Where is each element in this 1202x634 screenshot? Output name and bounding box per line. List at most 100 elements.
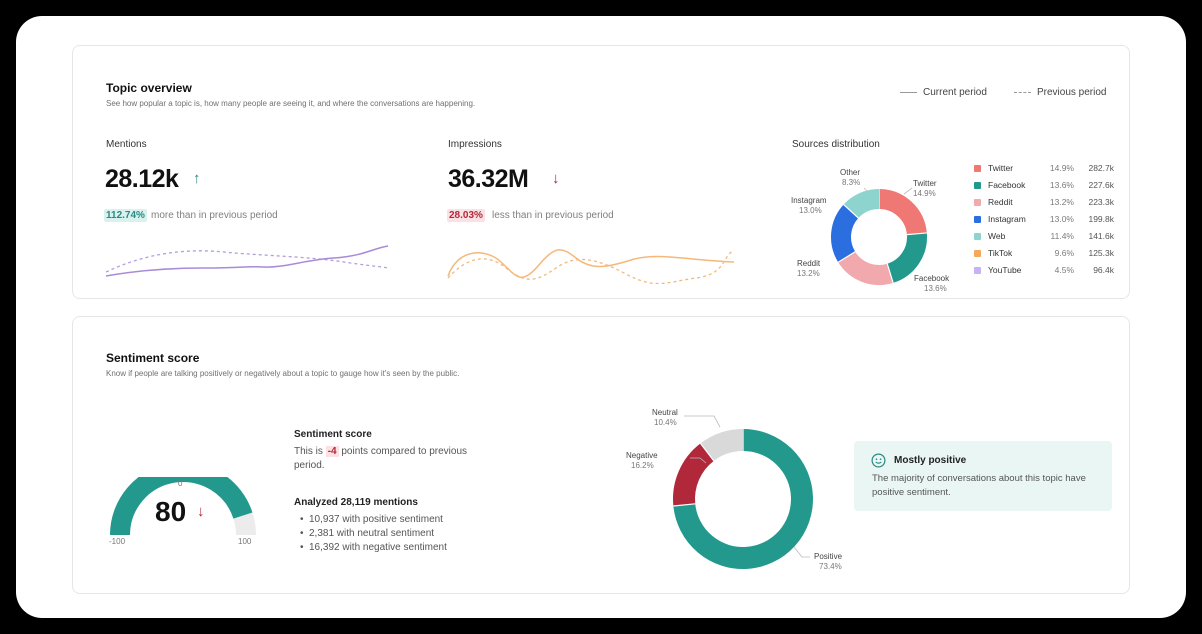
source-name: Facebook — [988, 180, 1026, 190]
source-percent: 14.9% — [1049, 163, 1074, 173]
donut-leader-lines — [863, 187, 913, 195]
callout-body: The majority of conversations about this… — [872, 473, 1086, 498]
impressions-label: Impressions — [448, 139, 502, 150]
sent-label-neutral: Neutral 10.4% — [652, 408, 678, 427]
source-name: Reddit — [988, 197, 1013, 207]
legend-current-period: Current period — [900, 87, 987, 98]
sent-label-positive: Positive 73.4% — [814, 552, 843, 571]
source-percent: 13.6% — [1049, 180, 1074, 190]
score-heading: Sentiment score — [294, 429, 372, 440]
mentions-sparkline — [105, 245, 389, 277]
source-percent: 9.6% — [1054, 248, 1074, 258]
sentiment-title: Sentiment score — [106, 351, 200, 365]
mentions-change-badge: 112.74% — [104, 209, 147, 222]
sources-label: Sources distribution — [792, 139, 880, 150]
donut-slice-positive — [673, 429, 813, 569]
legend-swatch — [974, 250, 981, 257]
gauge-fill — [110, 477, 253, 536]
sentiment-score-value: 80 — [155, 496, 187, 527]
gauge-max-label: 100 — [238, 537, 252, 546]
source-count: 223.3k — [1088, 197, 1114, 207]
source-row-tiktok: TikTok 9.6% 125.3k — [974, 248, 1114, 260]
source-count: 282.7k — [1088, 163, 1114, 173]
mentions-label: Mentions — [106, 139, 147, 150]
legend-swatch — [974, 233, 981, 240]
source-name: Web — [988, 231, 1006, 241]
legend-current-label: Current period — [923, 87, 987, 98]
score-description: This is -4 points compared to previous p… — [294, 446, 467, 471]
arrow-down-icon: ↓ — [197, 503, 205, 520]
bullet-positive: 10,937 with positive sentiment — [300, 514, 443, 525]
arrow-down-icon: ↓ — [552, 170, 560, 187]
donut-slice-twitter — [878, 189, 927, 236]
source-name: Instagram — [988, 214, 1026, 224]
sources-donut-chart — [831, 189, 927, 285]
bullet-neutral: 2,381 with neutral sentiment — [300, 528, 434, 539]
legend-swatch — [974, 165, 981, 172]
legend-previous-label: Previous period — [1037, 87, 1107, 98]
impressions-value: 36.32M — [448, 165, 529, 193]
gauge-min-label: -100 — [109, 537, 126, 546]
source-percent: 13.2% — [1049, 197, 1074, 207]
donut-slice-other — [843, 189, 880, 219]
source-row-twitter: Twitter 14.9% 282.7k — [974, 163, 1114, 175]
impressions-current-line — [447, 249, 735, 278]
source-percent: 11.4% — [1050, 231, 1074, 241]
sent-leader-lines — [684, 415, 810, 558]
donut-slice-facebook — [886, 232, 927, 283]
donut-label-twitter: Twitter 14.9% — [913, 179, 937, 198]
impressions-sparkline — [447, 249, 735, 284]
donut-label-other: Other 8.3% — [840, 168, 861, 187]
analyzed-heading: Analyzed 28,119 mentions — [294, 497, 418, 508]
impressions-previous-line — [447, 249, 735, 284]
source-count: 199.8k — [1088, 214, 1114, 224]
sent-label-negative: Negative 16.2% — [626, 451, 658, 470]
donut-separator — [673, 503, 696, 507]
bullet-negative: 16,392 with negative sentiment — [300, 542, 447, 553]
gauge-mid-label: 0 — [178, 479, 183, 488]
donut-slice-instagram — [831, 204, 859, 263]
donut-label-reddit: Reddit 13.2% — [797, 259, 821, 278]
source-count: 227.6k — [1088, 180, 1114, 190]
donut-separator — [699, 443, 715, 462]
source-name: TikTok — [988, 248, 1013, 258]
donut-slice-neutral — [700, 429, 744, 462]
mentions-previous-line — [105, 250, 389, 273]
topic-overview-subtitle: See how popular a topic is, how many peo… — [106, 99, 476, 108]
source-row-instagram: Instagram 13.0% 199.8k — [974, 214, 1114, 226]
donut-separator — [837, 251, 856, 263]
source-row-reddit: Reddit 13.2% 223.3k — [974, 197, 1114, 209]
callout-title: Mostly positive — [894, 455, 967, 466]
source-count: 96.4k — [1093, 265, 1114, 275]
mentions-current-line — [105, 245, 389, 277]
source-name: Twitter — [988, 163, 1014, 173]
impressions-compare-text: less than in previous period — [492, 210, 614, 221]
source-percent: 13.0% — [1049, 214, 1074, 224]
topic-overview-card — [72, 45, 1130, 299]
app-window: Topic overview See how popular a topic i… — [16, 16, 1186, 618]
source-count: 141.6k — [1088, 231, 1114, 241]
legend-swatch — [974, 199, 981, 206]
donut-separator — [906, 232, 927, 236]
source-row-facebook: Facebook 13.6% 227.6k — [974, 180, 1114, 192]
score-delta-badge: -4 — [325, 446, 339, 457]
sentiment-donut-chart — [673, 429, 813, 569]
legend-swatch — [974, 216, 981, 223]
sentiment-gauge — [110, 477, 256, 536]
donut-label-facebook: Facebook 13.6% — [914, 274, 950, 293]
impressions-change-badge: 28.03% — [447, 209, 485, 222]
arrow-up-icon: ↑ — [193, 170, 201, 187]
source-row-web: Web 11.4% 141.6k — [974, 231, 1114, 243]
smile-icon — [871, 453, 886, 468]
source-row-youtube: YouTube 4.5% 96.4k — [974, 265, 1114, 277]
legend-previous-period: Previous period — [1014, 87, 1106, 98]
solid-line-icon — [900, 92, 917, 93]
donut-slice-negative — [673, 443, 715, 507]
donut-slice-reddit — [838, 251, 894, 285]
source-name: YouTube — [988, 265, 1022, 275]
donut-separator — [843, 204, 859, 219]
source-percent: 4.5% — [1054, 265, 1074, 275]
legend-swatch — [974, 182, 981, 189]
donut-label-instagram: Instagram 13.0% — [791, 196, 827, 215]
sentiment-subtitle: Know if people are talking positively or… — [106, 369, 460, 378]
